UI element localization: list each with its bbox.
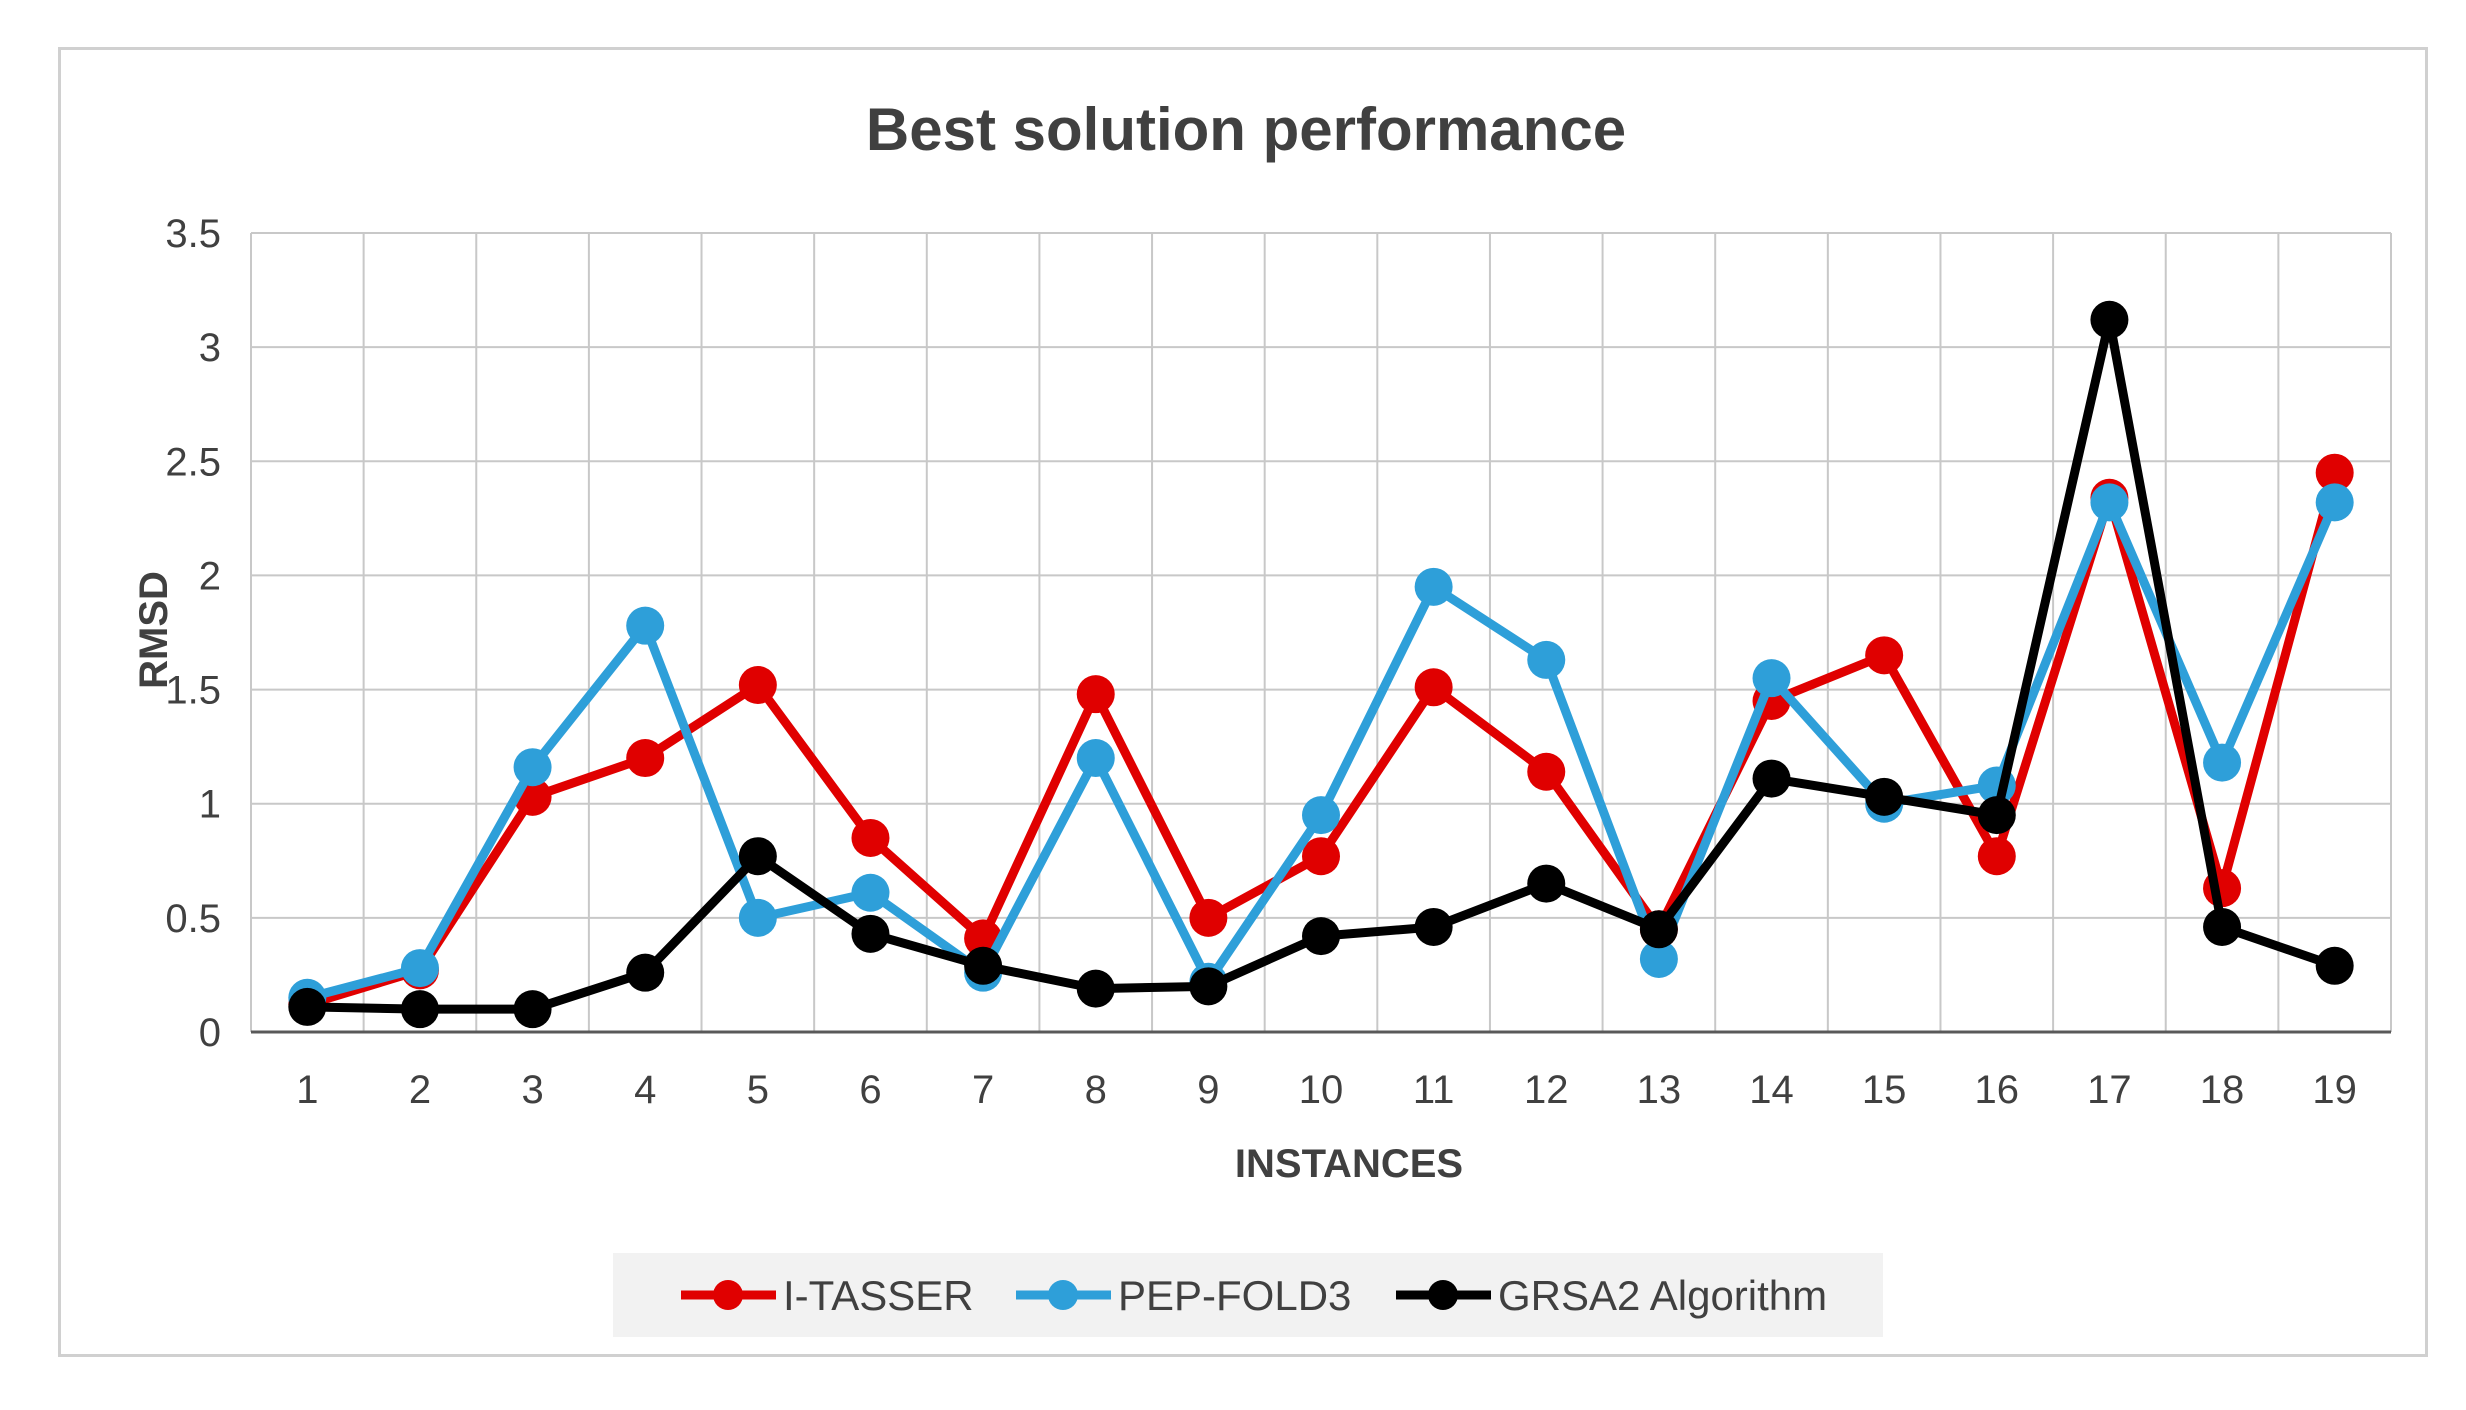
x-tick-label: 15 (1862, 1068, 1907, 1112)
data-point (1752, 759, 1791, 798)
legend-label: PEP-FOLD3 (1118, 1272, 1351, 1319)
legend: I-TASSER PEP-FOLD3 GRSA2 Algorithm (613, 1253, 1883, 1337)
x-tick-label: 8 (1085, 1068, 1107, 1112)
series-1 (288, 483, 2354, 1017)
data-point (1189, 967, 1228, 1006)
data-point (738, 666, 777, 705)
data-point (626, 953, 665, 992)
data-point (626, 739, 665, 778)
series-2 (288, 300, 2354, 1029)
legend-marker (1048, 1280, 1078, 1310)
data-point (1527, 640, 1566, 679)
x-tick-label: 9 (1197, 1068, 1219, 1112)
data-point (2203, 907, 2242, 946)
x-tick-label: 16 (1975, 1068, 2020, 1112)
data-point (1414, 567, 1453, 606)
data-point (1414, 668, 1453, 707)
data-point (1302, 917, 1340, 956)
legend-marker (1428, 1280, 1458, 1310)
data-point (1076, 969, 1115, 1008)
x-tick-label: 7 (972, 1068, 994, 1112)
legend-marker (713, 1280, 743, 1310)
data-point (851, 818, 890, 857)
legend-item: PEP-FOLD3 (1016, 1272, 1351, 1319)
y-tick-label: 2 (199, 554, 221, 598)
data-point (1639, 910, 1678, 949)
data-point (2090, 483, 2129, 522)
x-axis-title: INSTANCES (1235, 1142, 1463, 1186)
data-point (1302, 837, 1340, 876)
legend-label: I-TASSER (783, 1272, 974, 1319)
axes: 00.511.522.533.51 2 3 4 5 6 7 8 9 10 11 12 13 14 15 16 1… (165, 212, 2391, 1112)
data-point (1865, 777, 1904, 816)
data-point (513, 990, 552, 1029)
y-tick-label: 0 (199, 1011, 221, 1055)
x-tick-label: 5 (747, 1068, 769, 1112)
data-point (738, 898, 777, 937)
x-tick-label: 18 (2200, 1068, 2245, 1112)
y-tick-label: 1.5 (165, 669, 221, 713)
data-point (1977, 796, 2016, 835)
x-tick-label: 3 (521, 1068, 543, 1112)
y-tick-label: 1 (199, 783, 221, 827)
x-tick-label: 4 (634, 1068, 656, 1112)
data-point (1189, 898, 1228, 937)
data-point (2315, 453, 2354, 492)
y-tick-label: 3.5 (165, 212, 221, 256)
chart-frame: Best solution performance 0 0.5 1 1.5 2 2.5 3 3… (58, 47, 2428, 1357)
x-tick-label: 14 (1749, 1068, 1794, 1112)
data-point (1527, 752, 1566, 791)
y-tick-label: 0.5 (165, 897, 221, 941)
legend-label: GRSA2 Algorithm (1498, 1272, 1827, 1319)
x-tick-label: 11 (1413, 1068, 1455, 1112)
data-point (2315, 483, 2354, 522)
data-point (2203, 743, 2242, 782)
data-point (964, 946, 1003, 985)
data-point (400, 949, 439, 988)
data-point (400, 990, 439, 1029)
data-point (1414, 907, 1453, 946)
data-point (1076, 675, 1115, 714)
x-tick-label: 1 (296, 1068, 318, 1112)
x-tick-label: 19 (2312, 1068, 2357, 1112)
data-point (1639, 939, 1678, 978)
legend-box (613, 1253, 1883, 1337)
data-point (2090, 300, 2129, 339)
x-tick-label: 2 (409, 1068, 431, 1112)
data-point (2315, 946, 2354, 985)
chart-title: Best solution performance (866, 96, 1626, 163)
x-tick-label: 10 (1299, 1068, 1344, 1112)
series-group (288, 300, 2354, 1029)
data-point (738, 837, 777, 876)
legend-item: I-TASSER (681, 1272, 974, 1319)
line-chart: Best solution performance 0 0.5 1 1.5 2 2.5 3 3… (132, 96, 2392, 1337)
data-point (851, 873, 890, 912)
y-axis-title: RMSD (132, 571, 176, 689)
data-point (288, 987, 327, 1026)
data-point (626, 606, 665, 645)
x-tick-label: 13 (1637, 1068, 1682, 1112)
legend-item: GRSA2 Algorithm (1396, 1272, 1827, 1319)
data-point (851, 914, 890, 953)
x-tick-label: 12 (1524, 1068, 1569, 1112)
data-point (1076, 739, 1115, 778)
x-tick-label: 6 (859, 1068, 881, 1112)
data-point (1752, 659, 1791, 698)
data-point (513, 748, 552, 787)
data-point (1302, 796, 1340, 835)
y-tick-label: 3 (199, 326, 221, 370)
x-tick-label: 17 (2087, 1068, 2132, 1112)
y-tick-label: 2.5 (165, 440, 221, 484)
data-point (1527, 864, 1566, 903)
data-point (1977, 837, 2016, 876)
data-point (1865, 636, 1904, 675)
